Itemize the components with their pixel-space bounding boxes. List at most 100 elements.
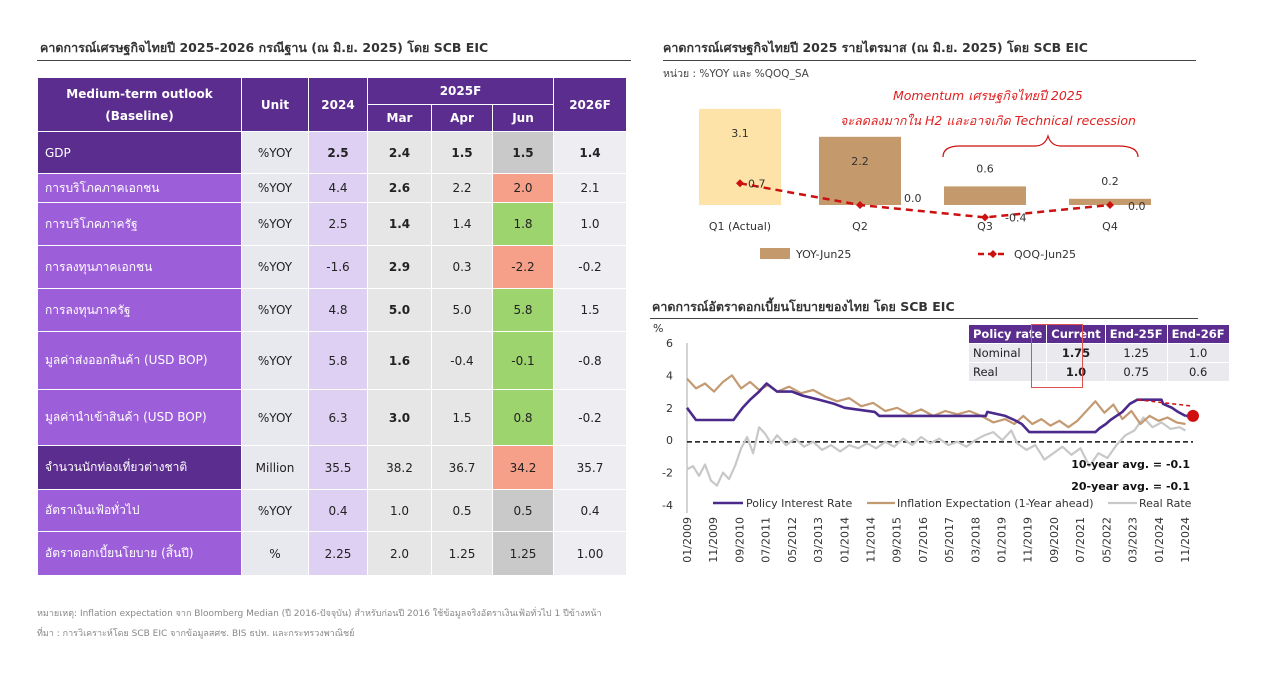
table-row: การบริโภคภาคเอกชน %YOY 4.4 2.6 2.2 2.0 2.1	[37, 173, 627, 203]
cell-2026: -0.8	[553, 331, 627, 390]
header-apr: Apr	[431, 104, 493, 132]
y-tick-label: -2	[662, 467, 673, 480]
x-tick-label: 07/2011	[760, 517, 773, 563]
legend-qoq-marker	[989, 250, 997, 258]
cell-jun: 1.25	[492, 531, 554, 576]
momentum-annotation: Momentum เศรษฐกิจไทยปี 2025	[893, 88, 1083, 103]
cell-jun: 5.8	[492, 288, 554, 332]
cell-2026: 0.4	[553, 489, 627, 532]
cell-mar: 2.4	[367, 131, 432, 174]
bar-yoy	[944, 186, 1026, 205]
end-marker	[1187, 409, 1199, 422]
qoq-marker	[1106, 201, 1114, 209]
x-tick-label: 07/2021	[1074, 517, 1087, 563]
cell-2026: -0.2	[553, 389, 627, 446]
cell-2026: 1.0	[553, 202, 627, 246]
rate-table-header-end26: End-26F	[1166, 324, 1230, 344]
bar-yoy	[819, 136, 901, 205]
row-unit: %YOY	[241, 489, 309, 532]
table-row: การลงทุนภาครัฐ %YOY 4.8 5.0 5.0 5.8 1.5	[37, 288, 627, 332]
table-row: การลงทุนภาคเอกชน %YOY -1.6 2.9 0.3 -2.2 -0.2	[37, 245, 627, 289]
cell-mar: 2.0	[367, 531, 432, 576]
cell-apr: -0.4	[431, 331, 493, 390]
qoq-value-label: -0.4	[1005, 211, 1026, 224]
cell-2026: 1.00	[553, 531, 627, 576]
cell-jun: -0.1	[492, 331, 554, 390]
x-tick-label: 01/2009	[681, 517, 694, 563]
x-tick-label: 11/2014	[865, 517, 878, 563]
cell-jun: 1.8	[492, 202, 554, 246]
y-tick-label: 4	[666, 369, 673, 382]
table-row: อัตราดอกเบี้ยนโยบาย (สิ้นปี)% 2.25 2.0 1.25…	[37, 531, 627, 576]
x-tick-label: 01/2014	[838, 517, 851, 563]
forecast-table: Medium-term outlook (Baseline) Unit 2024…	[37, 77, 627, 576]
legend-qoq-label: QOQ-Jun25	[1014, 248, 1076, 261]
cell-apr: 36.7	[431, 445, 493, 490]
title-rule	[37, 60, 631, 61]
rate-table-header-end25: End-25F	[1104, 324, 1168, 344]
header-unit: Unit	[241, 77, 309, 132]
table-row: มูลค่านำเข้าสินค้า (USD BOP) %YOY 6.3 3.0 1.…	[37, 389, 627, 446]
policy-rate-line	[685, 382, 1187, 434]
row-unit: %YOY	[241, 173, 309, 203]
cell-apr: 1.25	[431, 531, 493, 576]
cell-apr: 0.5	[431, 489, 493, 532]
row-label: GDP	[37, 131, 242, 174]
x-tick-label: 11/2019	[1022, 517, 1035, 563]
cell-apr: 1.5	[431, 389, 493, 446]
cell-2024: 0.4	[308, 489, 368, 532]
bar-value-label: 2.2	[851, 155, 869, 168]
cell-apr: 1.5	[431, 131, 493, 174]
projection-line	[1137, 398, 1194, 407]
rate-current: 1.75	[1046, 343, 1106, 363]
row-label: การบริโภคภาคเอกชน	[37, 173, 242, 203]
x-tick-label: 03/2018	[969, 517, 982, 563]
cell-2026: 35.7	[553, 445, 627, 490]
rate-table-header-policy: Policy rate	[967, 324, 1048, 344]
qoq-value-label: 0.0	[904, 192, 922, 205]
recession-annotation: จะลดลงมากใน H2 และอาจเกิด Technical rece…	[840, 113, 1136, 128]
x-tick-label: 05/2017	[943, 517, 956, 563]
x-tick-label: 05/2012	[786, 517, 799, 563]
x-tick-label: 09/2010	[733, 517, 746, 563]
cell-mar: 1.4	[367, 202, 432, 246]
cell-mar: 1.6	[367, 331, 432, 390]
cell-2024: 2.25	[308, 531, 368, 576]
x-tick-label: 09/2015	[891, 517, 904, 563]
h2-brace	[942, 133, 1139, 158]
category-label: Q3	[977, 220, 993, 233]
cell-2024: 4.8	[308, 288, 368, 332]
bar-value-label: 3.1	[731, 127, 749, 140]
legend-yoy-swatch	[760, 248, 790, 259]
cell-jun: 0.8	[492, 389, 554, 446]
header-jun: Jun	[492, 104, 554, 132]
qoq-marker	[981, 213, 989, 222]
quarterly-unit-note: หน่วย : %YOY และ %QOQ_SA	[663, 68, 809, 80]
cell-mar: 2.9	[367, 245, 432, 289]
cell-2026: 1.4	[553, 131, 627, 174]
cell-jun: 2.0	[492, 173, 554, 203]
real-rate-line	[686, 416, 1187, 487]
row-label: การบริโภคภาครัฐ	[37, 202, 242, 246]
cell-jun: 34.2	[492, 445, 554, 490]
quarterly-title-rule	[663, 60, 1196, 61]
bar-value-label: 0.6	[976, 162, 994, 175]
header-2026f: 2026F	[553, 77, 627, 132]
row-label: อัตราดอกเบี้ยนโยบาย (สิ้นปี)	[37, 531, 242, 576]
legend-inflation-label: Inflation Expectation (1-Year ahead)	[897, 497, 1094, 510]
policy-rate-table: Policy rate Current End-25F End-26F Nomi…	[967, 324, 1230, 382]
x-tick-label: 03/2023	[1127, 517, 1140, 563]
header-outlook-line1: Medium-term outlook	[66, 86, 213, 101]
cell-jun: 0.5	[492, 489, 554, 532]
cell-2024: 6.3	[308, 389, 368, 446]
qoq-value-label: 0.0	[1128, 200, 1146, 213]
y-tick-label: 6	[666, 337, 673, 350]
y-tick-label: 2	[666, 402, 673, 415]
rate-end26: 0.6	[1166, 362, 1230, 382]
footnote: หมายเหตุ: Inflation expectation จาก Bloo…	[37, 609, 602, 619]
row-unit: %YOY	[241, 288, 309, 332]
qoq-marker	[736, 179, 744, 188]
bar-value-label: 0.2	[1101, 175, 1119, 188]
row-unit: %YOY	[241, 202, 309, 246]
cell-apr: 1.4	[431, 202, 493, 246]
